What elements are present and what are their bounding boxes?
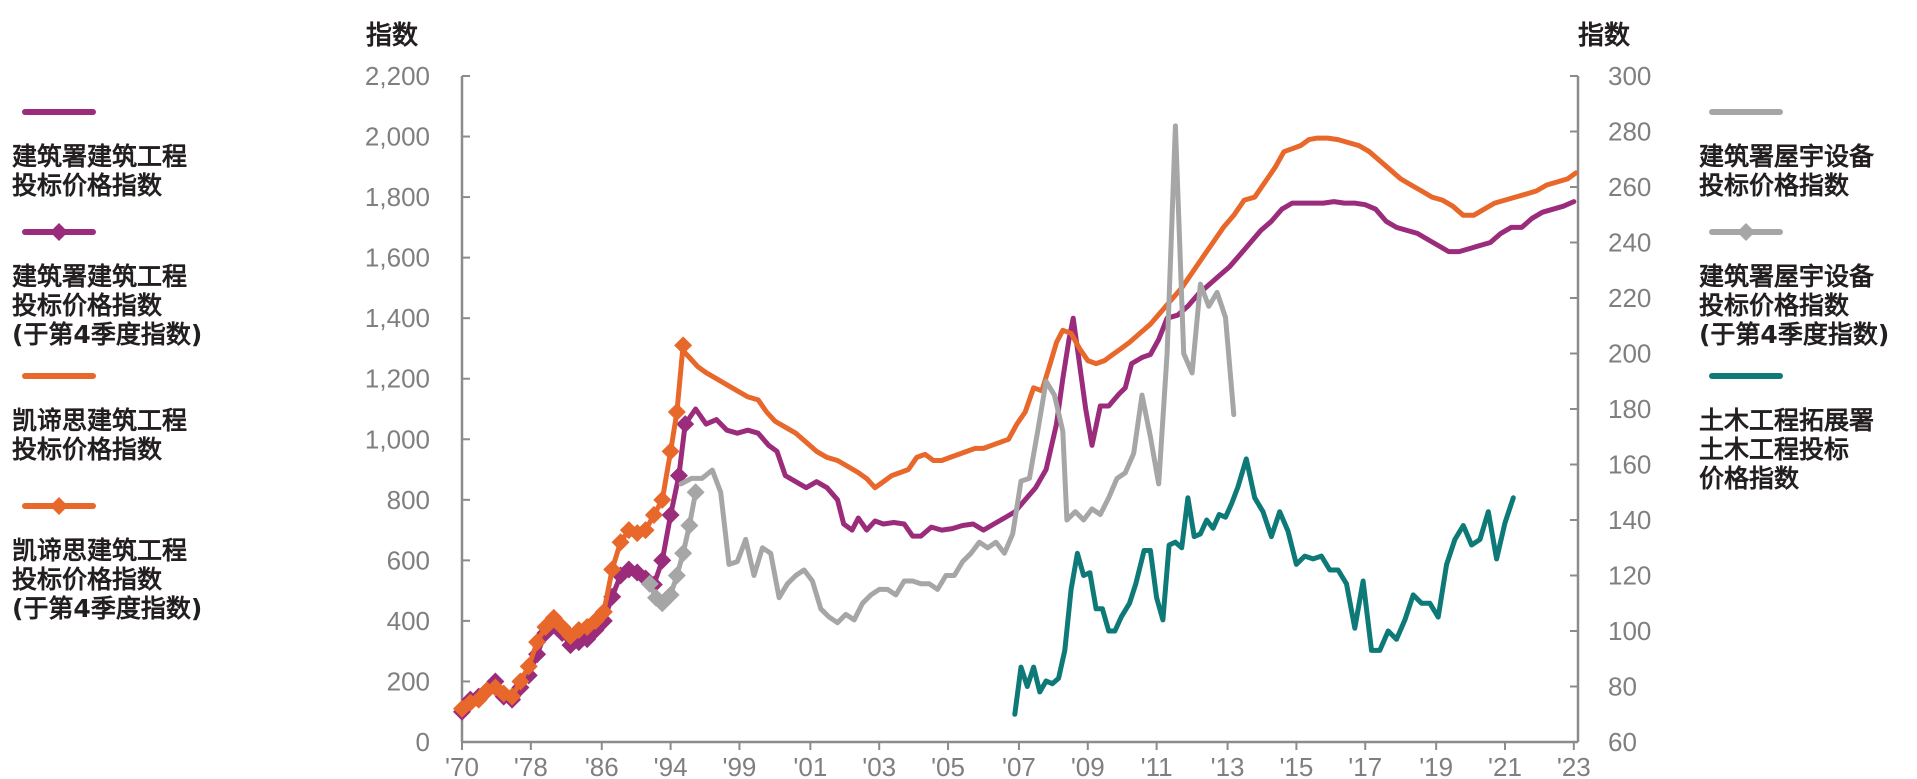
- right-tick-label: 120: [1608, 561, 1651, 591]
- data-point: [674, 336, 693, 355]
- legend-label: 土木工程拓展署 土木工程投标 价格指数: [1699, 406, 1875, 493]
- legend-label: 建筑署屋宇设备 投标价格指数: [1699, 142, 1875, 200]
- left-tick-label: 2,000: [365, 122, 430, 152]
- x-tick-label: '01: [793, 752, 827, 779]
- right-y-axis: 60 80 100 120 140 160 180 200 220 240 260 280 300: [1570, 61, 1651, 757]
- right-tick-label: 200: [1608, 339, 1651, 369]
- series-2-line: [459, 421, 688, 715]
- series-2: [453, 415, 695, 721]
- x-tick-label: '03: [862, 752, 896, 779]
- data-point: [686, 483, 705, 502]
- x-axis: '70 '78 '86 '94 '99 '01 '03 '05 '07 '09 '11 '13 '15 '…: [445, 740, 1591, 779]
- series-5: [678, 123, 1237, 626]
- legend-label: 建筑署屋宇设备 投标价格指数 (于第4季度指数): [1699, 262, 1890, 349]
- series-3-line: [678, 135, 1579, 491]
- right-tick-label: 80: [1608, 672, 1637, 702]
- series-7-line: [1012, 456, 1516, 717]
- left-tick-label: 0: [416, 727, 430, 757]
- data-point: [640, 574, 659, 593]
- x-tick-label: '11: [1141, 752, 1173, 779]
- right-tick-label: 180: [1608, 394, 1651, 424]
- legend-swatch: [22, 373, 96, 379]
- right-tick-label: 220: [1608, 283, 1651, 313]
- x-tick-label: '15: [1279, 752, 1313, 779]
- data-point: [519, 657, 538, 676]
- x-tick-label: '21: [1488, 752, 1522, 779]
- right-tick-label: 140: [1608, 505, 1651, 535]
- data-point: [653, 490, 672, 509]
- series-1-line: [684, 199, 1577, 539]
- data-point: [661, 505, 680, 524]
- legend-right: 建筑署屋宇设备 投标价格指数建筑署屋宇设备 投标价格指数 (于第4季度指数) 土木…: [1699, 100, 1917, 520]
- legend-label: 凯谛思建筑工程 投标价格指数 (于第4季度指数): [12, 536, 203, 623]
- x-tick-label: '70: [445, 752, 479, 779]
- data-point: [611, 533, 630, 552]
- right-tick-label: 260: [1608, 172, 1651, 202]
- right-tick-label: 160: [1608, 450, 1651, 480]
- x-tick-label: '23: [1557, 752, 1591, 779]
- data-point: [528, 633, 547, 652]
- series-4: [453, 336, 693, 718]
- series-1: [684, 199, 1577, 539]
- legend-swatch: [1709, 373, 1783, 379]
- legend-label: 建筑署建筑工程 投标价格指数 (于第4季度指数): [12, 262, 203, 349]
- left-tick-label: 400: [387, 606, 430, 636]
- series-5-line: [678, 123, 1237, 626]
- legend-swatch: [22, 109, 96, 115]
- legend-swatch: [1709, 109, 1783, 115]
- x-tick-label: '05: [931, 752, 965, 779]
- right-tick-label: 100: [1608, 616, 1651, 646]
- data-point: [653, 551, 672, 570]
- x-tick-label: '99: [722, 752, 756, 779]
- left-tick-label: 600: [387, 545, 430, 575]
- data-point: [667, 403, 686, 422]
- series-3: [678, 135, 1579, 491]
- right-tick-label: 280: [1608, 117, 1651, 147]
- x-tick-label: '86: [585, 752, 619, 779]
- left-tick-label: 1,800: [365, 182, 430, 212]
- data-point: [667, 566, 686, 585]
- data-point: [676, 415, 695, 434]
- left-tick-label: 1,600: [365, 243, 430, 273]
- data-point: [594, 602, 613, 621]
- left-axis-title: 指数: [366, 21, 419, 51]
- legend-left: 建筑署建筑工程 投标价格指数建筑署建筑工程 投标价格指数 (于第4季度指数) 凯谛…: [12, 100, 312, 640]
- legend-swatch: [1709, 223, 1783, 241]
- data-point: [680, 516, 699, 535]
- right-axis-title: 指数: [1578, 21, 1631, 51]
- left-tick-label: 800: [387, 485, 430, 515]
- data-point: [511, 672, 530, 691]
- right-tick-label: 240: [1608, 228, 1651, 258]
- legend-label: 凯谛思建筑工程 投标价格指数: [12, 406, 188, 464]
- left-tick-label: 1,000: [365, 424, 430, 454]
- series-layer: [453, 123, 1579, 721]
- left-y-axis: 0 200 400 600 800 1,000 1,200 1,400 1,600 1,800 2,…: [365, 61, 470, 757]
- left-tick-label: 1,400: [365, 303, 430, 333]
- x-tick-label: '17: [1348, 752, 1382, 779]
- x-tick-label: '07: [1002, 752, 1036, 779]
- data-point: [674, 544, 693, 563]
- left-tick-label: 200: [387, 666, 430, 696]
- data-point: [661, 442, 680, 461]
- x-tick-label: '78: [514, 752, 548, 779]
- series-7: [1012, 456, 1516, 717]
- x-tick-label: '13: [1211, 752, 1245, 779]
- data-point: [603, 560, 622, 579]
- legend-swatch: [22, 223, 96, 241]
- legend-swatch: [22, 497, 96, 515]
- series-6: [640, 483, 705, 613]
- data-point: [503, 687, 522, 706]
- x-tick-label: '94: [654, 752, 688, 779]
- x-tick-label: '09: [1071, 752, 1105, 779]
- data-point: [636, 521, 655, 540]
- right-tick-label: 60: [1608, 727, 1637, 757]
- legend-label: 建筑署建筑工程 投标价格指数: [12, 142, 188, 200]
- data-point: [661, 585, 680, 604]
- right-tick-label: 300: [1608, 61, 1651, 91]
- data-point: [644, 505, 663, 524]
- left-tick-label: 2,200: [365, 61, 430, 91]
- x-tick-label: '19: [1419, 752, 1453, 779]
- left-tick-label: 1,200: [365, 364, 430, 394]
